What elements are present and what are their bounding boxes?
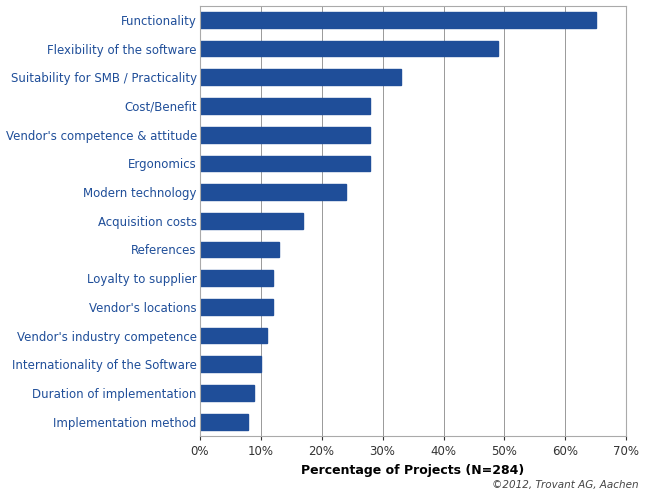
- Bar: [199, 12, 596, 28]
- Bar: [199, 242, 279, 257]
- Text: ©2012, Trovant AG, Aachen: ©2012, Trovant AG, Aachen: [492, 480, 639, 490]
- Bar: [199, 127, 370, 143]
- Bar: [199, 270, 273, 286]
- Bar: [199, 155, 370, 171]
- Bar: [199, 414, 248, 430]
- Bar: [199, 356, 261, 372]
- Bar: [199, 328, 266, 343]
- Bar: [199, 184, 346, 200]
- Bar: [199, 213, 303, 229]
- Bar: [199, 41, 499, 57]
- Bar: [199, 299, 273, 315]
- X-axis label: Percentage of Projects (N=284): Percentage of Projects (N=284): [301, 463, 524, 477]
- Bar: [199, 69, 401, 85]
- Bar: [199, 385, 255, 401]
- Bar: [199, 98, 370, 114]
